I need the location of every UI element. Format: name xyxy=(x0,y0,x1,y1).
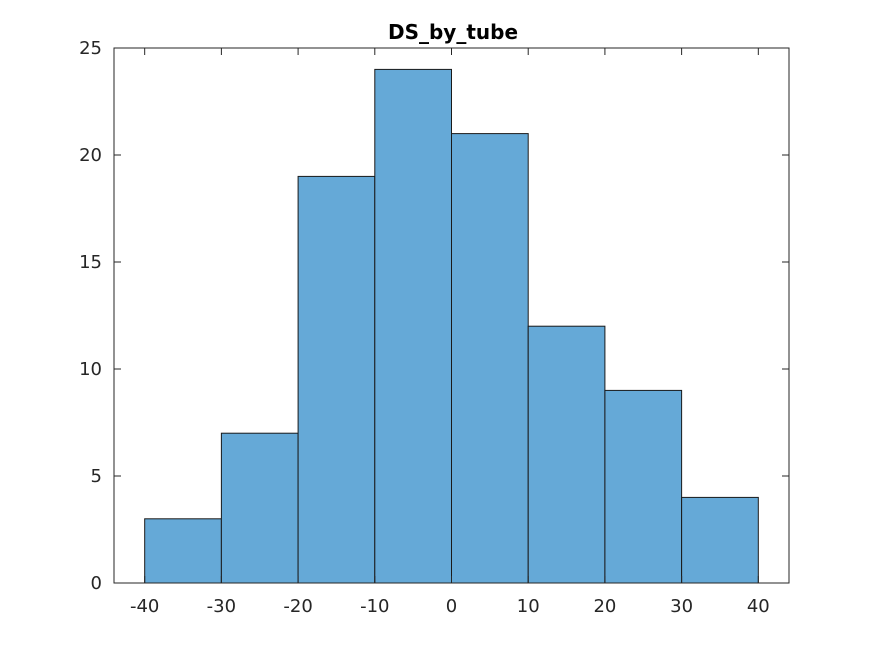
histogram-bar xyxy=(604,389,683,584)
bars-group xyxy=(144,68,759,584)
y-tick-label: 10 xyxy=(79,359,102,380)
histogram-bar xyxy=(681,496,759,584)
y-tick-labels: 0 5 10 15 20 25 xyxy=(79,38,102,594)
histogram-bar xyxy=(374,68,452,584)
histogram-bar xyxy=(220,432,299,584)
axes-box xyxy=(113,47,790,584)
x-tick-labels: -40 -30 -20 -10 0 10 20 30 40 xyxy=(130,596,770,617)
x-tick-label: -10 xyxy=(360,596,389,617)
histogram-bar xyxy=(527,325,606,584)
histogram-bar xyxy=(144,518,222,584)
histogram-bar xyxy=(451,133,529,584)
x-tick-label: 0 xyxy=(446,596,457,617)
y-tick-label: 20 xyxy=(79,145,102,166)
y-tick-label: 25 xyxy=(79,38,102,59)
x-tick-label: 40 xyxy=(747,596,770,617)
x-tick-label: -30 xyxy=(207,596,236,617)
x-tick-label: -40 xyxy=(130,596,159,617)
x-tick-label: 30 xyxy=(670,596,693,617)
histogram-bar xyxy=(297,175,376,584)
chart-title: DS_by_tube xyxy=(388,20,518,44)
x-tick-label: -20 xyxy=(283,596,312,617)
y-tick-label: 5 xyxy=(91,466,102,487)
x-tick-label: 20 xyxy=(593,596,616,617)
y-tick-label: 0 xyxy=(91,573,102,594)
y-tick-label: 15 xyxy=(79,252,102,273)
x-tick-label: 10 xyxy=(517,596,540,617)
